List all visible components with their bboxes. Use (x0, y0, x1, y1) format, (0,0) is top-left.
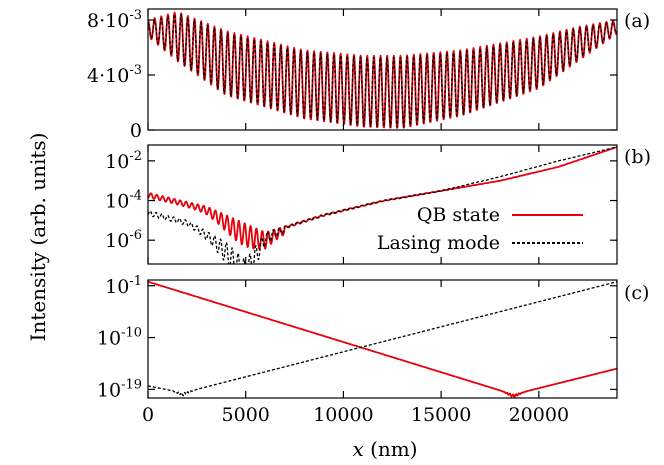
x-tick-label: 0 (142, 404, 154, 426)
legend-label-lasing: Lasing mode (377, 232, 500, 254)
plot-frame (147, 8, 618, 131)
y-tick-label: 0 (130, 120, 142, 142)
legend: QB state Lasing mode (377, 204, 583, 254)
plot-frame (147, 144, 618, 265)
y-tick-label: 10-1 (105, 274, 142, 298)
y-tick-label: 10-10 (97, 326, 142, 350)
y-axis-label: Intensity (arb. units) (26, 133, 50, 342)
y-tick-label: 8·10-3 (87, 8, 142, 32)
y-tick-label: 10-19 (97, 377, 142, 401)
x-axis-label-var: x (352, 437, 363, 461)
panel-b: 10-2 10-4 10-6 (105, 144, 618, 265)
plot-frame (147, 279, 618, 399)
panel-a: 0 4·10-3 8·10-3 (87, 8, 618, 142)
panel-c: 10-1 10-10 10-19 (97, 274, 618, 401)
panel-tag-c: (c) (624, 282, 649, 304)
x-axis-label: x (nm) (352, 437, 417, 461)
series-line-qb-state (148, 280, 617, 398)
x-tick-label: 20000 (509, 404, 569, 426)
series-line-lasing-mode (148, 13, 617, 128)
x-tick-label: 15000 (411, 404, 471, 426)
y-tick-label: 10-2 (105, 149, 142, 173)
x-tick-label: 5000 (222, 404, 270, 426)
panel-tag-a: (a) (624, 10, 650, 32)
panel-tag-b: (b) (624, 146, 651, 168)
y-tick-label: 4·10-3 (87, 63, 142, 87)
y-tick-label: 10-6 (105, 228, 142, 252)
series-line-lasing-mode (148, 281, 617, 397)
x-axis-label-unit: (nm) (364, 437, 418, 461)
y-tick-label: 10-4 (105, 189, 142, 213)
x-tick-label: 10000 (313, 404, 373, 426)
legend-label-qb: QB state (417, 204, 500, 226)
